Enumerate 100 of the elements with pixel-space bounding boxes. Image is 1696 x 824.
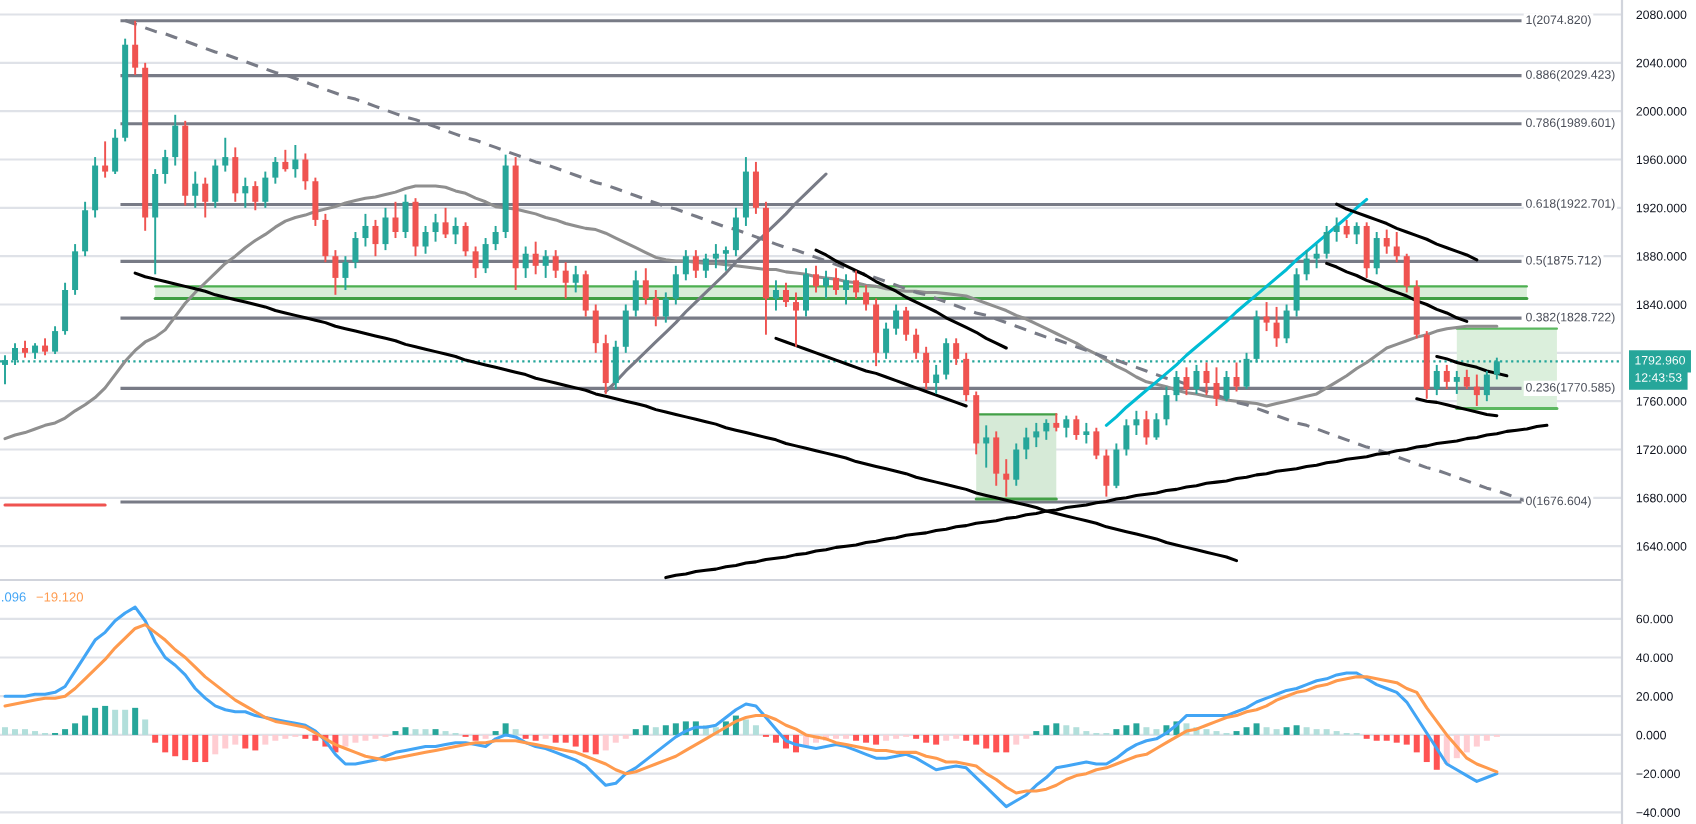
bar bbox=[12, 729, 19, 735]
candlestick bbox=[642, 267, 649, 306]
candlestick bbox=[692, 249, 699, 279]
bar bbox=[642, 725, 649, 735]
candlestick bbox=[302, 152, 309, 191]
line-series bbox=[3, 605, 1499, 809]
candlestick bbox=[112, 128, 119, 175]
bar bbox=[772, 734, 779, 743]
candlestick bbox=[1363, 221, 1370, 279]
candlestick bbox=[1343, 218, 1350, 240]
candlestick bbox=[1303, 249, 1310, 282]
candlestick bbox=[222, 136, 229, 173]
candlestick bbox=[1463, 368, 1470, 391]
bar bbox=[212, 734, 219, 755]
candlestick bbox=[252, 180, 259, 212]
candlestick bbox=[312, 176, 319, 227]
bar bbox=[262, 734, 269, 745]
bar bbox=[1483, 734, 1490, 741]
line-series bbox=[1325, 261, 1469, 323]
candlestick bbox=[1273, 305, 1280, 348]
candlestick bbox=[82, 200, 89, 258]
candlestick bbox=[352, 231, 359, 270]
candlestick bbox=[1393, 231, 1400, 264]
candlestick bbox=[152, 168, 159, 276]
candlestick bbox=[1143, 409, 1150, 446]
candlestick bbox=[452, 216, 459, 246]
candlestick bbox=[282, 148, 289, 173]
bar bbox=[172, 734, 179, 757]
line-series bbox=[1435, 354, 1509, 378]
candlestick bbox=[1153, 412, 1160, 441]
candlestick bbox=[242, 176, 249, 209]
candlestick bbox=[202, 176, 209, 219]
bar bbox=[1283, 727, 1290, 735]
candlestick bbox=[742, 156, 749, 227]
bar bbox=[122, 709, 129, 735]
bar bbox=[632, 729, 639, 735]
candlestick bbox=[482, 237, 489, 275]
candlestick bbox=[602, 333, 609, 395]
bar bbox=[22, 729, 29, 735]
candlestick bbox=[1053, 412, 1060, 433]
candlestick bbox=[1353, 221, 1360, 246]
candlestick bbox=[792, 291, 799, 348]
bar bbox=[432, 729, 439, 735]
candlestick bbox=[1373, 231, 1380, 276]
candlestick bbox=[542, 249, 549, 279]
candlestick bbox=[823, 269, 830, 300]
candlestick bbox=[1263, 301, 1270, 333]
candlestick bbox=[272, 156, 279, 185]
candlestick bbox=[843, 273, 850, 306]
candlestick bbox=[592, 303, 599, 354]
line-series bbox=[1335, 202, 1479, 262]
candlestick bbox=[913, 327, 920, 360]
candlestick bbox=[1043, 418, 1050, 441]
candlestick bbox=[1093, 426, 1100, 461]
candlestick bbox=[432, 212, 439, 243]
bar bbox=[102, 705, 109, 735]
bar bbox=[612, 734, 619, 743]
bar bbox=[1043, 725, 1050, 735]
candlestick bbox=[993, 430, 1000, 487]
bar bbox=[1273, 729, 1280, 735]
bar bbox=[152, 734, 159, 743]
bar bbox=[1153, 729, 1160, 735]
candlestick bbox=[712, 243, 719, 270]
candlestick bbox=[172, 113, 179, 167]
bar bbox=[82, 715, 89, 735]
candlestick bbox=[62, 281, 69, 336]
candlestick bbox=[552, 249, 559, 279]
candlestick bbox=[362, 212, 369, 248]
candlestick bbox=[382, 206, 389, 252]
candlestick bbox=[1403, 252, 1410, 294]
candlestick bbox=[1223, 369, 1230, 403]
bar bbox=[362, 734, 369, 741]
candlestick bbox=[722, 245, 729, 272]
bar bbox=[242, 734, 249, 749]
candlestick bbox=[582, 269, 589, 318]
bar bbox=[562, 734, 569, 743]
bar bbox=[1463, 734, 1470, 753]
candlestick bbox=[903, 305, 910, 342]
bar bbox=[582, 734, 589, 753]
candlestick bbox=[532, 240, 539, 276]
candlestick bbox=[923, 345, 930, 391]
bar bbox=[963, 734, 970, 741]
candlestick bbox=[492, 224, 499, 252]
candlestick bbox=[212, 158, 219, 209]
candlestick bbox=[1073, 414, 1080, 441]
bar bbox=[1473, 734, 1480, 747]
candlestick bbox=[92, 156, 99, 219]
bar bbox=[132, 707, 139, 735]
candlestick bbox=[702, 252, 709, 279]
candlestick bbox=[392, 200, 399, 240]
candlestick bbox=[1133, 409, 1140, 436]
candlestick bbox=[672, 264, 679, 306]
candlestick bbox=[1113, 442, 1120, 490]
candlestick bbox=[1433, 363, 1440, 397]
bar bbox=[1113, 729, 1120, 735]
candlestick bbox=[1123, 418, 1130, 457]
candlestick bbox=[292, 144, 299, 179]
bar bbox=[312, 734, 319, 741]
candlestick bbox=[652, 289, 659, 328]
candlestick bbox=[963, 351, 970, 403]
